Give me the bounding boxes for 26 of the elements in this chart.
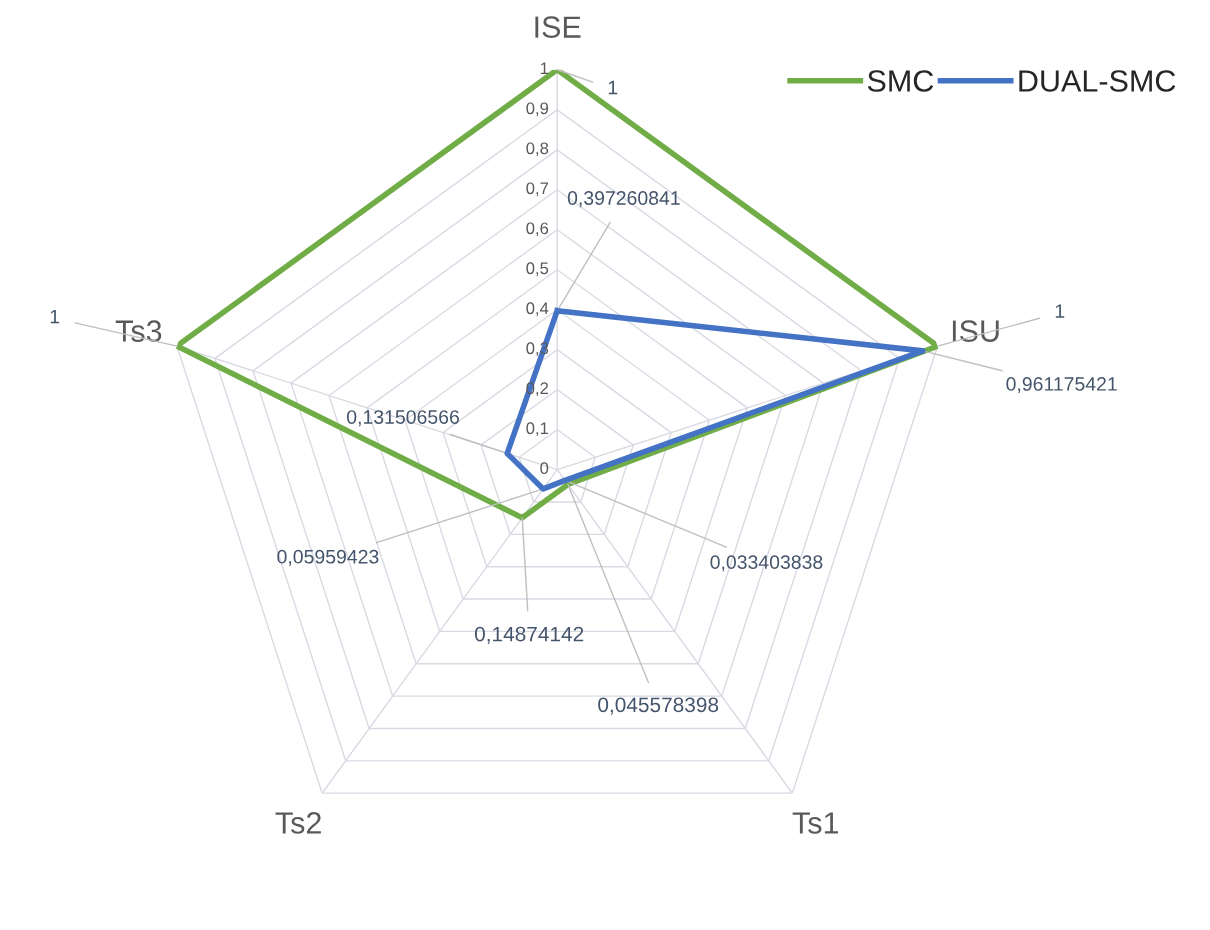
y-tick-label: 0,7: [526, 182, 549, 197]
data-label: 0,05959423: [277, 549, 379, 566]
data-label: 1: [608, 80, 618, 95]
spoke-label: ISE: [535, 16, 581, 38]
data-label: 0,033403838: [710, 555, 823, 572]
y-tick-label: 0,5: [526, 262, 549, 277]
data-label: 0,131506566: [347, 410, 459, 427]
data-label: 1: [50, 309, 60, 324]
legend-label: DUAL-SMC: [1019, 70, 1176, 92]
y-tick-label: 0,9: [526, 102, 549, 117]
data-label: 0,961175421: [1006, 377, 1117, 394]
y-tick-label: 1: [540, 62, 549, 75]
y-tick-label: 0,6: [526, 222, 549, 237]
spoke-label: Ts3: [115, 320, 162, 342]
data-label: 0,045578398: [598, 697, 719, 715]
y-tick-label: 0: [540, 462, 549, 475]
y-tick-label: 0,1: [526, 422, 549, 437]
legend-label: SMC: [867, 70, 934, 92]
data-label: 1: [1055, 304, 1065, 318]
spoke-label: Ts2: [275, 812, 321, 834]
data-label: 0,14874142: [474, 626, 584, 644]
y-tick-label: 0,4: [526, 302, 549, 317]
spoke-label: ISU: [952, 320, 999, 342]
spoke-label: Ts1: [792, 812, 839, 834]
y-tick-label: 0,8: [526, 142, 549, 157]
data-label: 0,397260841: [567, 191, 680, 208]
